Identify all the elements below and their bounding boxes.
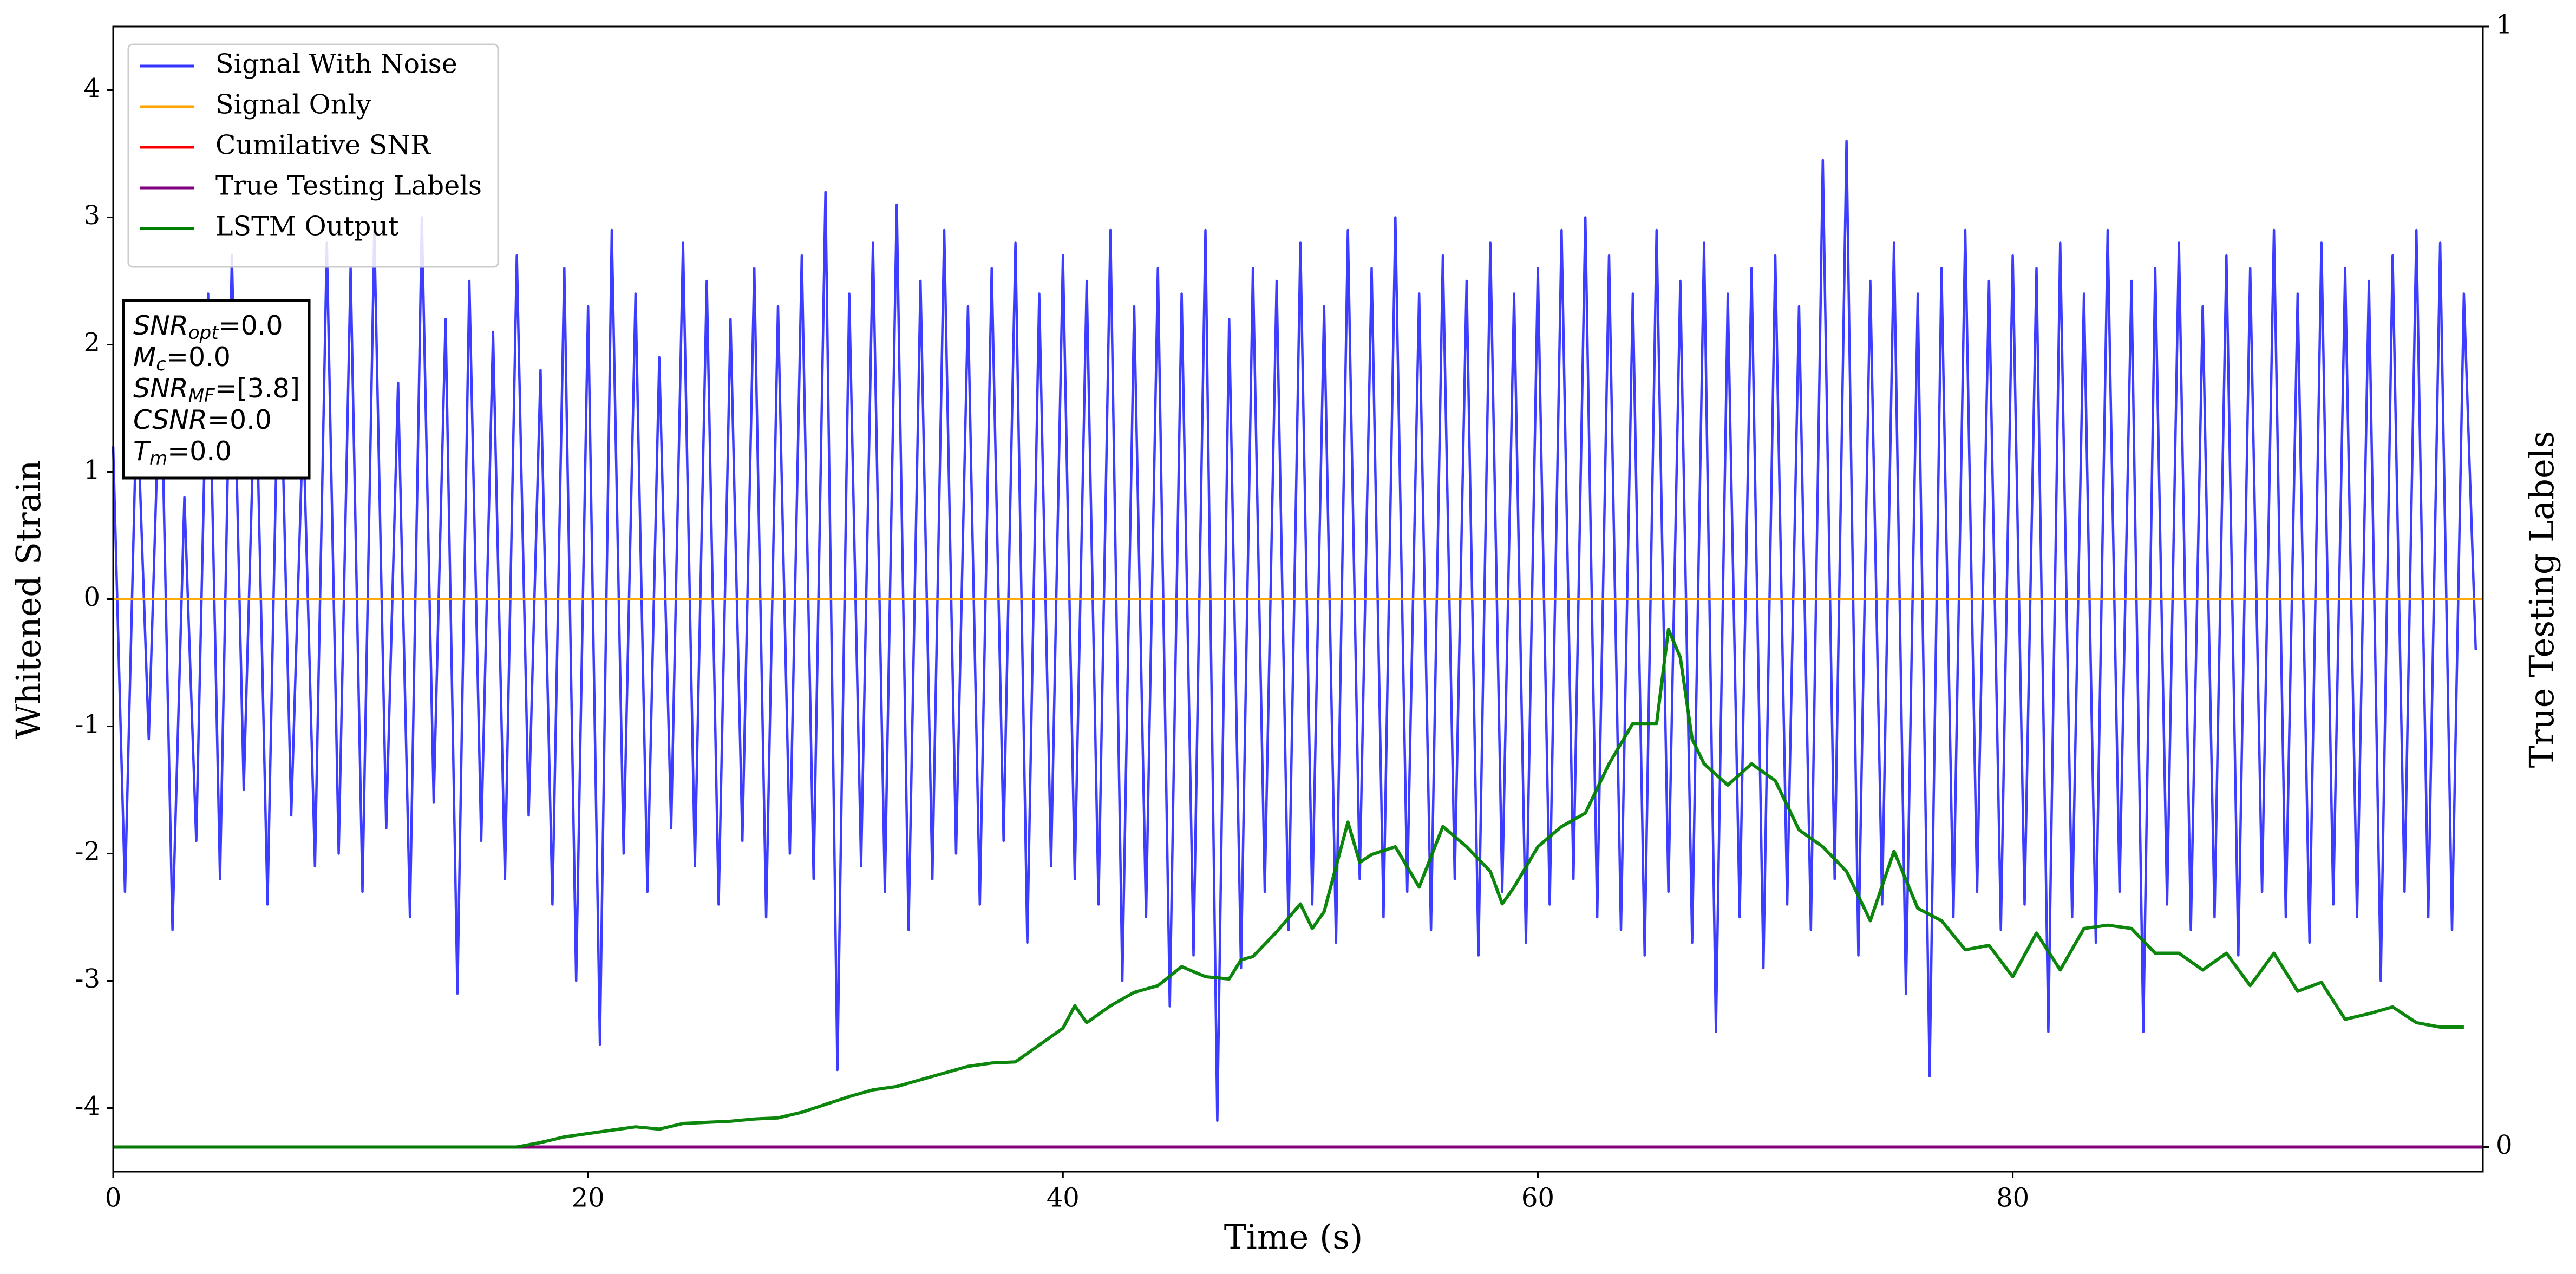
annotation-value: =0.0 [207,404,272,435]
annotation-subscript: MF [188,385,215,407]
y-tick-label: 3 [83,200,100,231]
legend-label: True Testing Labels [215,171,482,201]
plot-area [112,140,2483,1149]
annotation-subscript: c [156,354,166,375]
x-tick-label: 20 [572,1183,605,1213]
legend-label: Signal Only [215,89,371,120]
y-tick-label: 4 [83,73,100,103]
x-tick-label: 60 [1521,1183,1554,1213]
y-tick-label: 1 [83,455,100,485]
annotation-symbol: T [133,436,152,467]
y-tick-label: 2 [83,328,100,358]
annotation-value: =0.0 [166,342,231,373]
y2-tick-label: 1 [2496,10,2513,40]
annotation-box: SNRopt=0.0Mc=0.0SNRMF=[3.8]CSNR=0.0Tm=0.… [122,299,311,480]
annotation-line: CSNR=0.0 [133,404,272,435]
annotation-symbol: CSNR [133,404,207,435]
y-tick-label: -2 [75,837,100,867]
annotation-value: =[3.8] [215,373,300,404]
annotation-value: =0.0 [167,436,232,467]
x-tick-label: 80 [1996,1183,2029,1213]
y2-axis-label: True Testing Labels [2522,431,2561,768]
annotation-symbol: M [133,342,156,373]
y-tick-label: -4 [75,1091,100,1121]
annotation-subscript: m [149,448,167,469]
y-tick-label: 0 [83,582,100,612]
legend-frame [127,43,499,268]
x-tick-label: 40 [1047,1183,1080,1213]
annotation-value: =0.0 [219,310,283,341]
x-axis-label: Time (s) [1224,1217,1363,1257]
y-tick-label: -1 [75,709,100,740]
annotation-line: SNRMF=[3.8] [133,373,300,407]
y2-tick-label: 0 [2496,1130,2513,1160]
annotation-line: Mc=0.0 [133,342,231,375]
legend: Signal With Noise Signal Only Cumilative S… [127,43,499,268]
annotation-frame [122,299,311,480]
annotation-symbol: SNR [133,310,188,341]
y-axis-label: Whitened Strain [9,460,48,739]
legend-label: Signal With Noise [215,49,457,80]
series-line [113,628,2464,1149]
annotation-line: SNRopt=0.0 [133,310,283,344]
annotation-subscript: opt [188,322,219,344]
x-tick-label: 0 [105,1183,122,1213]
legend-label: Cumilative SNR [215,130,431,161]
y-tick-label: -3 [75,964,100,994]
annotation-symbol: SNR [133,373,188,404]
series-line [112,140,2477,1122]
legend-label: LSTM Output [215,211,399,242]
annotation-line: Tm=0.0 [133,436,232,469]
